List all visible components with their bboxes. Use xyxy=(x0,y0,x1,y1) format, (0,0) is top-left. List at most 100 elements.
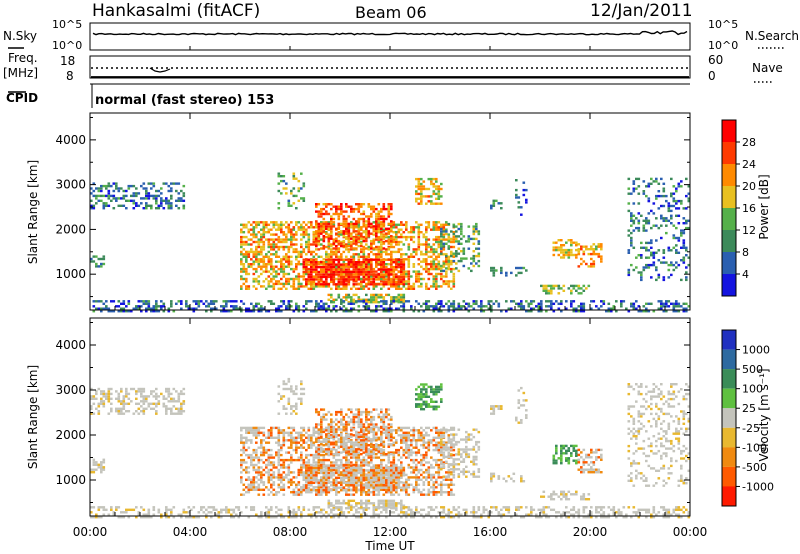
heatmap-cell xyxy=(437,302,441,305)
heatmap-cell xyxy=(435,436,438,439)
heatmap-cell xyxy=(387,227,391,230)
heatmap-cell xyxy=(660,194,663,198)
heatmap-cell xyxy=(427,483,431,486)
heatmap-cell xyxy=(380,273,383,276)
heatmap-cell xyxy=(645,266,648,269)
heatmap-cell xyxy=(362,451,366,454)
heatmap-cell xyxy=(332,221,336,224)
heatmap-cell xyxy=(287,263,291,266)
heatmap-cell xyxy=(290,300,293,303)
heatmap-cell xyxy=(407,280,411,283)
heatmap-cell xyxy=(257,310,261,313)
heatmap-cell xyxy=(377,293,381,297)
heatmap-cell xyxy=(315,453,318,457)
heatmap-cell xyxy=(255,468,258,472)
heatmap-cell xyxy=(262,270,266,273)
heatmap-cell xyxy=(262,307,266,310)
heatmap-cell xyxy=(347,268,351,271)
heatmap-cell xyxy=(282,466,286,469)
heatmap-cell xyxy=(685,278,688,282)
heatmap-cell xyxy=(182,192,186,195)
heatmap-cell xyxy=(442,280,446,283)
heatmap-cell xyxy=(377,203,381,206)
heatmap-cell xyxy=(107,184,111,188)
heatmap-cell xyxy=(340,255,343,258)
heatmap-cell xyxy=(360,242,363,245)
heatmap-cell xyxy=(435,491,438,494)
heatmap-cell xyxy=(232,307,236,310)
heatmap-cell xyxy=(252,240,256,244)
heatmap-cell xyxy=(250,486,253,489)
heatmap-cell xyxy=(580,292,583,295)
heatmap-cell xyxy=(420,458,423,462)
heatmap-cell xyxy=(360,287,363,290)
heatmap-cell xyxy=(345,230,348,233)
heatmap-cell xyxy=(380,283,383,286)
heatmap-cell xyxy=(145,187,148,190)
heatmap-cell xyxy=(262,255,266,258)
heatmap-cell xyxy=(145,302,148,305)
heatmap-cell xyxy=(375,270,378,273)
heatmap-cell xyxy=(425,493,428,496)
heatmap-cell xyxy=(277,461,281,464)
heatmap-cell xyxy=(660,214,663,217)
heatmap-cell xyxy=(140,310,143,313)
heatmap-cell xyxy=(357,253,361,256)
heatmap-cell xyxy=(395,268,398,271)
heatmap-cell xyxy=(385,293,388,297)
heatmap-cell xyxy=(165,390,168,393)
heatmap-cell xyxy=(295,248,298,251)
heatmap-cell xyxy=(295,223,298,226)
heatmap-cell xyxy=(392,441,396,444)
heatmap-cell xyxy=(325,275,328,279)
heatmap-cell xyxy=(590,262,593,266)
heatmap-cell xyxy=(290,481,293,484)
heatmap-cell xyxy=(632,180,636,183)
heatmap-cell xyxy=(297,263,301,266)
heatmap-cell xyxy=(392,278,396,281)
heatmap-cell xyxy=(565,300,568,303)
heatmap-cell xyxy=(100,199,103,202)
heatmap-cell xyxy=(332,242,336,245)
heatmap-cell xyxy=(395,307,398,310)
heatmap-cell xyxy=(577,248,581,251)
heatmap-cell xyxy=(637,219,641,222)
heatmap-cell xyxy=(580,248,583,251)
heatmap-cell xyxy=(295,287,298,290)
heatmap-cell xyxy=(660,261,663,264)
heatmap-cell xyxy=(195,300,198,303)
heatmap-cell xyxy=(392,223,396,226)
heatmap-cell xyxy=(285,282,288,286)
heatmap-cell xyxy=(307,235,311,239)
heatmap-cell xyxy=(305,258,308,261)
heatmap-cell xyxy=(450,263,453,266)
heatmap-cell xyxy=(640,273,643,277)
heatmap-cell xyxy=(255,463,258,467)
heatmap-cell xyxy=(650,239,653,242)
heatmap-cell xyxy=(270,456,273,459)
heatmap-cell xyxy=(280,488,283,491)
heatmap-cell xyxy=(642,305,646,308)
heatmap-cell xyxy=(135,187,138,190)
heatmap-cell xyxy=(467,225,471,228)
heatmap-cell xyxy=(137,387,141,391)
heatmap-cell xyxy=(277,305,281,308)
heatmap-cell xyxy=(167,307,171,310)
heatmap-cell xyxy=(340,451,343,454)
heatmap-cell xyxy=(375,235,378,238)
heatmap-cell xyxy=(435,444,438,447)
heatmap-cell xyxy=(277,240,281,244)
heatmap-cell xyxy=(565,307,568,310)
heatmap-cell xyxy=(90,397,93,400)
heatmap-cell xyxy=(417,192,421,196)
heatmap-cell xyxy=(215,307,218,310)
heatmap-cell xyxy=(665,261,668,264)
heatmap-cell xyxy=(310,263,313,266)
heatmap-cell xyxy=(125,410,128,413)
heatmap-cell xyxy=(417,263,421,266)
heatmap-cell xyxy=(380,215,383,218)
heatmap-cell xyxy=(97,307,101,310)
heatmap-cell xyxy=(300,223,303,226)
heatmap-cell xyxy=(410,231,413,234)
heatmap-cell xyxy=(432,458,436,462)
